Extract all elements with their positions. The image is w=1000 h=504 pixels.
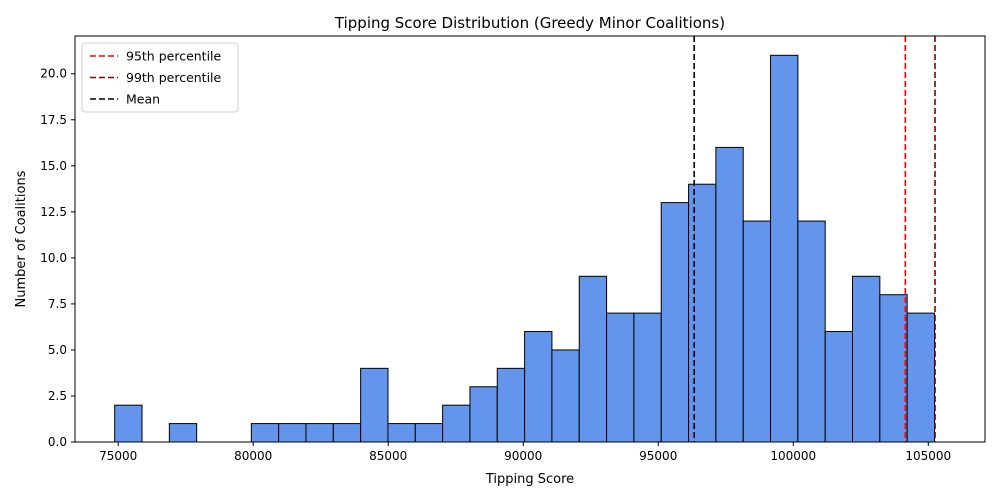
- x-tick-label: 80000: [234, 449, 272, 463]
- histogram-bar: [742, 220, 772, 443]
- histogram-bar: [332, 423, 362, 443]
- x-tick-label: 105000: [905, 449, 951, 463]
- histogram-bars: [114, 54, 936, 443]
- reference-lines: [693, 36, 936, 442]
- histogram-bar: [578, 275, 608, 443]
- histogram-bar: [114, 404, 143, 443]
- histogram-bar: [660, 202, 690, 443]
- y-tick-label: 10.0: [40, 251, 67, 265]
- histogram-bar: [387, 423, 416, 443]
- histogram-bar: [797, 220, 826, 443]
- y-tick-label: 2.5: [48, 389, 67, 403]
- y-tick-label: 15.0: [40, 159, 67, 173]
- histogram-bar: [715, 146, 744, 443]
- histogram-bar: [633, 312, 662, 443]
- histogram-bar: [360, 367, 389, 443]
- y-tick-label: 7.5: [48, 297, 67, 311]
- x-tick-label: 90000: [504, 449, 542, 463]
- histogram-bar: [824, 331, 854, 443]
- legend-label: 99th percentile: [126, 70, 222, 85]
- legend-label: Mean: [126, 92, 160, 107]
- x-tick-label: 100000: [770, 449, 816, 463]
- histogram-bar: [496, 367, 526, 443]
- histogram-bar: [168, 423, 198, 443]
- x-axis-label: Tipping Score: [485, 472, 574, 487]
- histogram-bar: [442, 404, 471, 443]
- legend-label: 95th percentile: [126, 49, 222, 64]
- histogram-bar: [906, 312, 936, 443]
- x-tick-label: 95000: [639, 449, 677, 463]
- histogram-bar: [879, 294, 908, 443]
- histogram-bar: [688, 183, 717, 443]
- histogram-bar: [414, 423, 444, 443]
- y-tick-label: 5.0: [48, 343, 67, 357]
- histogram-bar: [606, 312, 635, 443]
- histogram-bar: [469, 386, 498, 443]
- y-tick-label: 20.0: [40, 67, 67, 81]
- chart-title: Tipping Score Distribution (Greedy Minor…: [334, 14, 725, 32]
- y-axis-label: Number of Coalitions: [14, 170, 29, 307]
- histogram-bar: [551, 349, 580, 443]
- y-tick-label: 17.5: [40, 113, 67, 127]
- x-tick-label: 75000: [99, 449, 137, 463]
- legend-box: [81, 42, 239, 113]
- histogram-bar: [250, 423, 280, 443]
- histogram-bar: [524, 331, 553, 443]
- histogram-bar: [852, 275, 881, 443]
- histogram-bar: [770, 54, 799, 443]
- legend: 95th percentile 99th percentile Mean: [81, 42, 239, 113]
- y-axis-ticks: 0.0 2.5 5.0 7.5 10.0 12.5 15.0 17.5 20.0: [40, 67, 75, 449]
- x-tick-label: 85000: [369, 449, 407, 463]
- histogram-bar: [278, 423, 307, 443]
- axes-frame: [74, 35, 986, 443]
- y-tick-label: 12.5: [40, 205, 67, 219]
- x-axis-ticks: 75000 80000 85000 90000 95000 100000 105000: [99, 442, 951, 463]
- y-tick-label: 0.0: [48, 435, 67, 449]
- histogram-bar: [305, 423, 334, 443]
